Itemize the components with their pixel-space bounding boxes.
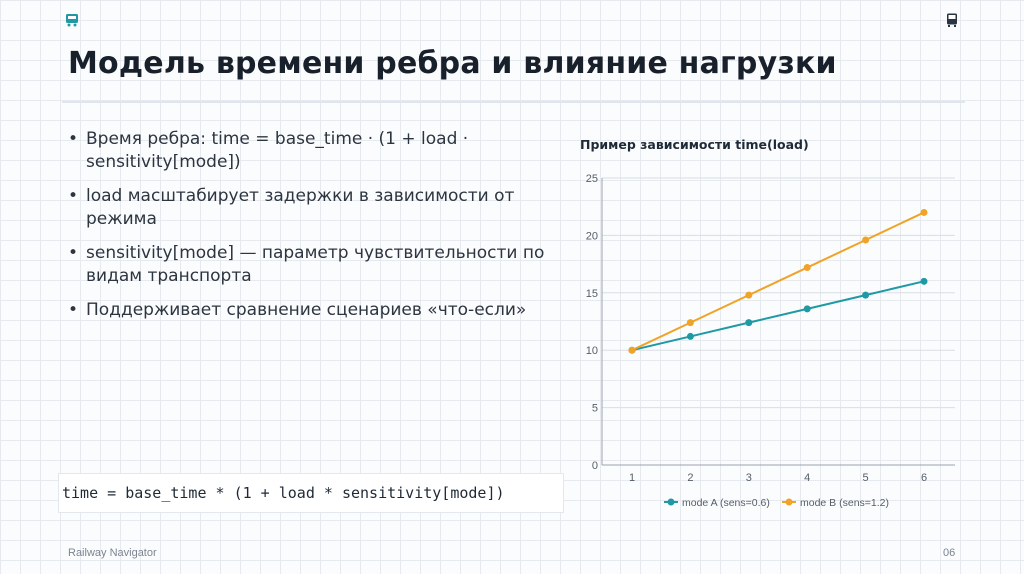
x-tick-label: 3 (746, 472, 752, 484)
y-tick-label: 15 (586, 288, 598, 300)
bullet-item: sensitivity[mode] — параметр чувствитель… (66, 242, 556, 288)
x-tick-label: 6 (921, 472, 927, 484)
data-point (803, 305, 811, 313)
formula-code: time = base_time * (1 + load * sensitivi… (62, 484, 505, 502)
data-point (920, 208, 928, 216)
page-title: Модель времени ребра и влияние нагрузки (68, 46, 837, 81)
footer-brand: Railway Navigator (68, 547, 157, 559)
x-tick-label: 2 (687, 472, 693, 484)
legend-swatch-dot (667, 498, 675, 506)
data-point (686, 332, 694, 340)
data-point (862, 291, 870, 299)
formula-code-box: time = base_time * (1 + load * sensitivi… (58, 473, 564, 513)
title-divider (62, 101, 965, 103)
data-point (745, 291, 753, 299)
x-tick-label: 4 (804, 472, 810, 484)
x-tick-label: 1 (629, 472, 635, 484)
chart-title: Пример зависимости time(load) (580, 137, 809, 152)
bullet-item: Поддерживает сравнение сценариев «что-ес… (66, 299, 556, 322)
y-tick-label: 0 (592, 460, 598, 472)
series-line (631, 280, 925, 352)
data-point (745, 319, 753, 327)
page-number: 06 (943, 547, 956, 559)
data-point (920, 277, 928, 285)
y-tick-label: 20 (586, 230, 598, 242)
bullet-list: Время ребра: time = base_time · (1 + loa… (66, 128, 556, 333)
y-tick-label: 5 (592, 403, 598, 415)
bullet-item: load масштабирует задержки в зависимости… (66, 185, 556, 231)
data-point (628, 346, 636, 354)
y-tick-label: 25 (586, 173, 598, 185)
x-tick-label: 5 (863, 472, 869, 484)
data-point (803, 264, 811, 272)
data-point (862, 236, 870, 244)
legend-label: mode A (sens=0.6) (682, 497, 770, 509)
train-icon (64, 12, 80, 28)
bus-icon (944, 12, 960, 28)
bullet-item: Время ребра: time = base_time · (1 + loa… (66, 128, 556, 174)
y-tick-label: 10 (586, 345, 598, 357)
legend-swatch-dot (785, 498, 793, 506)
data-point (686, 319, 694, 327)
line-chart: 0 5 10 15 20 25 1 2 3 4 5 6 mode A (sens=0.6) mode B … (586, 173, 955, 509)
series-line (631, 211, 925, 352)
legend-label: mode B (sens=1.2) (800, 497, 889, 509)
